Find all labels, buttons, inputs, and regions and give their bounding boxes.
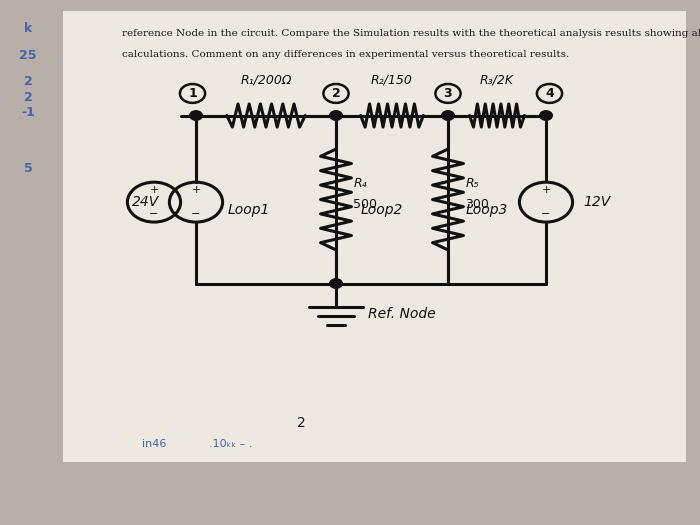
Circle shape (540, 111, 552, 120)
Text: −: − (541, 209, 551, 219)
Circle shape (190, 111, 202, 120)
Text: k: k (24, 23, 32, 35)
Text: 2: 2 (24, 91, 32, 103)
Text: R₅: R₅ (466, 177, 479, 190)
Text: 1: 1 (188, 87, 197, 100)
Text: calculations. Comment on any differences in experimental versus theoretical resu: calculations. Comment on any differences… (122, 50, 570, 59)
Text: 4: 4 (545, 87, 554, 100)
Text: R₄: R₄ (354, 177, 367, 190)
Text: +: + (541, 185, 551, 195)
Text: 2: 2 (297, 416, 305, 429)
Text: +: + (191, 185, 201, 195)
Text: −: − (191, 209, 201, 219)
Text: .10ₖₖ – .: .10ₖₖ – . (209, 438, 253, 449)
Text: Loop2: Loop2 (360, 203, 402, 217)
Text: 25: 25 (20, 49, 36, 61)
Text: 500: 500 (354, 198, 377, 211)
Text: 12V: 12V (583, 195, 610, 209)
Text: 24V: 24V (132, 195, 159, 209)
Text: R₃/2K: R₃/2K (480, 74, 514, 87)
Text: Loop3: Loop3 (466, 203, 507, 217)
Text: 2: 2 (332, 87, 340, 100)
Circle shape (330, 111, 342, 120)
Text: R₁/200Ω: R₁/200Ω (240, 74, 292, 87)
Text: Ref. Node: Ref. Node (368, 307, 435, 321)
Text: −: − (149, 209, 159, 219)
Text: Loop1: Loop1 (228, 203, 270, 217)
Text: +: + (149, 185, 159, 195)
FancyBboxPatch shape (63, 10, 686, 462)
Text: reference Node in the circuit. Compare the Simulation results with the theoretic: reference Node in the circuit. Compare t… (122, 29, 700, 38)
Text: 3: 3 (444, 87, 452, 100)
Text: in46: in46 (142, 438, 166, 449)
Text: 300: 300 (466, 198, 489, 211)
Text: 5: 5 (24, 162, 32, 174)
Circle shape (442, 111, 454, 120)
Text: 2: 2 (24, 75, 32, 88)
Circle shape (330, 279, 342, 288)
Text: R₂/150: R₂/150 (371, 74, 413, 87)
Text: -1: -1 (21, 107, 35, 119)
